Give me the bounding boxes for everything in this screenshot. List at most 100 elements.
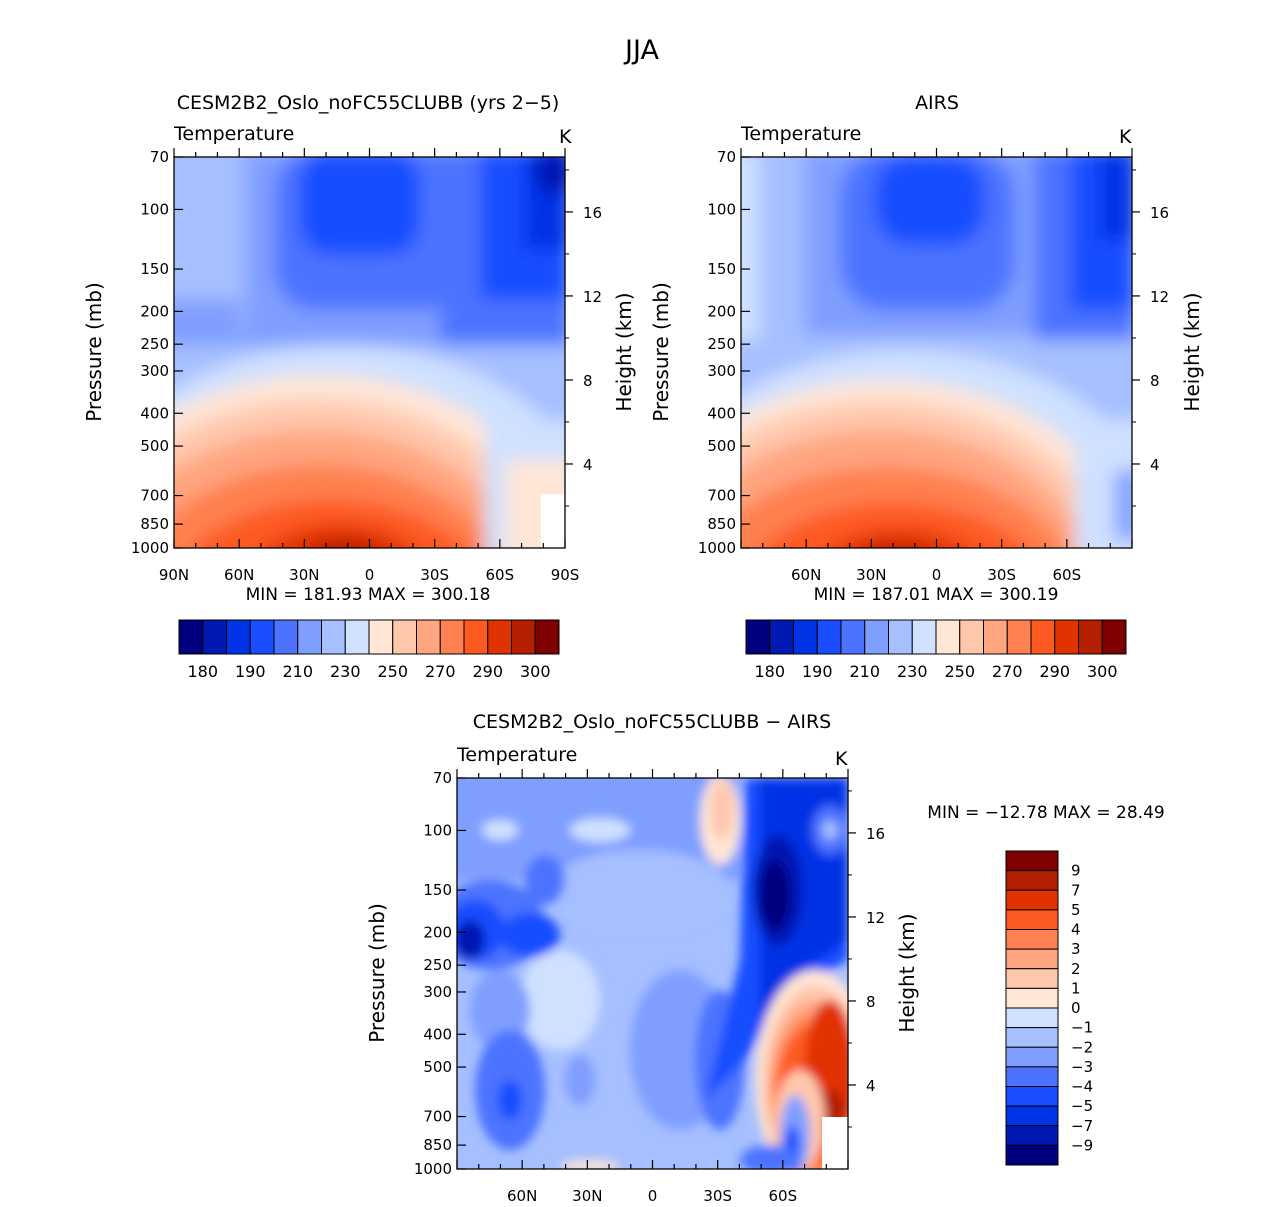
colorbar-label: −7 <box>1071 1117 1093 1135</box>
colorbar-label: 270 <box>425 662 456 681</box>
colorbar-swatch <box>202 619 227 655</box>
colorbar-label: −1 <box>1071 1019 1093 1037</box>
pressure-tick-label: 500 <box>140 437 169 455</box>
height-tick-label: 12 <box>583 288 602 306</box>
height-tick-label: 12 <box>866 909 885 927</box>
temperature-field <box>741 157 1132 548</box>
colorbar-swatch <box>534 619 560 655</box>
colorbar-swatch <box>1005 909 1059 930</box>
pressure-tick-label: 1000 <box>698 539 736 557</box>
colorbar-label: −3 <box>1071 1058 1093 1076</box>
colorbar-swatch <box>487 619 512 655</box>
pressure-tick-label: 700 <box>140 487 169 505</box>
height-tick-label: 4 <box>1150 456 1160 474</box>
pressure-tick-label: 100 <box>140 200 169 218</box>
lat-tick-label: 60S <box>769 1187 798 1205</box>
min-max-stats: MIN = −12.78 MAX = 28.49 <box>927 803 1164 823</box>
colorbar-swatch <box>793 619 818 655</box>
colorbar-swatch <box>888 619 913 655</box>
pressure-tick-label: 400 <box>707 404 736 422</box>
pressure-tick-label: 250 <box>423 956 452 974</box>
colorbar-swatch <box>1101 619 1127 655</box>
colorbar-swatch <box>321 619 346 655</box>
panel-title: AIRS <box>915 92 959 114</box>
lat-tick-label: 0 <box>932 566 942 584</box>
temperature-field <box>174 157 565 548</box>
colorbar-label: 190 <box>802 662 833 681</box>
colorbar-swatch <box>1005 1007 1059 1029</box>
colorbar-swatch <box>392 619 417 655</box>
min-max-stats: MIN = 187.01 MAX = 300.19 <box>814 585 1059 605</box>
lat-tick-label: 30S <box>987 566 1016 584</box>
variable-label: Temperature <box>456 744 577 766</box>
pressure-tick-label: 850 <box>140 515 169 533</box>
colorbar-swatch <box>959 619 984 655</box>
pressure-tick-label: 70 <box>150 148 169 166</box>
difference-field <box>457 778 848 1169</box>
pressure-tick-label: 70 <box>717 148 736 166</box>
colorbar-swatch <box>463 619 489 655</box>
colorbar-swatch <box>297 619 322 655</box>
colorbar-swatch <box>1005 889 1059 911</box>
lat-tick-label: 90S <box>551 566 580 584</box>
panel-difference: CESM2B2_Oslo_noFC55CLUBB − AIRS Temperat… <box>365 711 1165 1205</box>
colorbar-swatch <box>1005 850 1059 872</box>
pressure-tick-label: 100 <box>707 200 736 218</box>
colorbar: 97 5 43 21 0 −1−2 −3 −4−5 −7−9 <box>1005 850 1093 1166</box>
pressure-tick-label: 850 <box>707 515 736 533</box>
lat-tick-label: 60N <box>791 566 821 584</box>
colorbar-swatch <box>840 619 866 655</box>
colorbar-swatch <box>249 619 275 655</box>
panel-obs: AIRS Temperature K <box>649 92 1204 681</box>
pressure-tick-label: 500 <box>423 1058 452 1076</box>
lat-tick-label: 0 <box>365 566 375 584</box>
colorbar-swatch <box>416 619 441 655</box>
colorbar-label: 300 <box>1087 662 1118 681</box>
colorbar-swatch <box>745 619 771 655</box>
colorbar-swatch <box>368 619 394 655</box>
colorbar-swatch <box>769 619 794 655</box>
colorbar-label: −4 <box>1071 1078 1093 1096</box>
pressure-tick-label: 850 <box>423 1136 452 1154</box>
variable-label: Temperature <box>173 123 294 145</box>
y-axis-label: Pressure (mb) <box>365 903 389 1043</box>
colorbar-swatch <box>1078 619 1103 655</box>
pressure-tick-label: 150 <box>140 260 169 278</box>
colorbar-label: 250 <box>377 662 408 681</box>
colorbar-label: 4 <box>1071 921 1081 939</box>
pressure-tick-label: 1000 <box>414 1160 452 1178</box>
colorbar-label: −5 <box>1071 1097 1093 1115</box>
lat-tick-label: 30S <box>420 566 449 584</box>
y-axis-label: Pressure (mb) <box>649 282 673 422</box>
height-tick-label: 12 <box>1150 288 1169 306</box>
colorbar-label: 270 <box>992 662 1023 681</box>
lat-tick-label: 30N <box>289 566 319 584</box>
panel-title: CESM2B2_Oslo_noFC55CLUBB − AIRS <box>473 711 831 733</box>
lat-tick-label: 30N <box>572 1187 602 1205</box>
colorbar-label: 180 <box>187 662 218 681</box>
min-max-stats: MIN = 181.93 MAX = 300.18 <box>246 585 491 605</box>
colorbar-swatch <box>1005 929 1059 950</box>
colorbar-swatch <box>273 619 299 655</box>
axes: Pressure (mb) Height (km) 70 100 150 200 250… <box>649 148 1204 584</box>
units-label: K <box>1119 126 1132 148</box>
pressure-tick-label: 250 <box>140 335 169 353</box>
pressure-tick-label: 400 <box>423 1025 452 1043</box>
colorbar-swatch <box>816 619 842 655</box>
axes: Pressure (mb) Height (km) 70 100 150 200 250… <box>365 769 919 1205</box>
y-axis-right-label: Height (km) <box>895 913 919 1032</box>
height-tick-label: 16 <box>1150 204 1169 222</box>
lat-tick-label: 60S <box>486 566 515 584</box>
lat-tick-label: 60N <box>507 1187 537 1205</box>
colorbar-swatch <box>1005 870 1059 891</box>
colorbar-label: 190 <box>235 662 266 681</box>
colorbar-swatch <box>1006 619 1032 655</box>
pressure-tick-label: 300 <box>140 362 169 380</box>
colorbar-swatch <box>1005 948 1059 970</box>
pressure-tick-label: 300 <box>707 362 736 380</box>
colorbar-label: 210 <box>282 662 313 681</box>
variable-label: Temperature <box>740 123 861 145</box>
lat-tick-label: 60S <box>1053 566 1082 584</box>
lat-tick-label: 30S <box>703 1187 732 1205</box>
